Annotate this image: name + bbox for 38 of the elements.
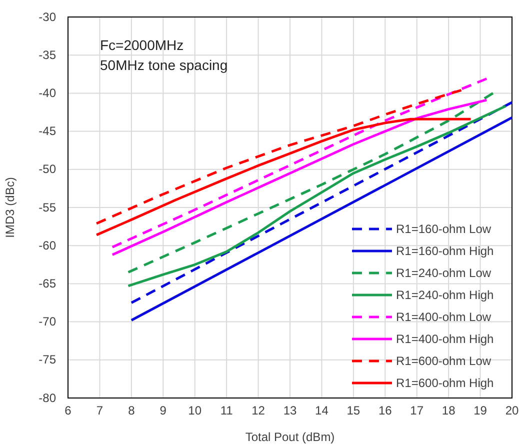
x-tick-label: 15 (346, 404, 360, 418)
x-tick-label: 18 (442, 404, 456, 418)
x-tick-label: 19 (474, 404, 488, 418)
x-tick-label: 9 (160, 404, 167, 418)
x-tick-label: 6 (64, 404, 72, 418)
y-tick-label: -70 (38, 314, 56, 329)
x-axis-title: Total Pout (dBm) (245, 430, 335, 444)
x-tick-label: 16 (378, 404, 392, 418)
x-tick-label: 20 (505, 404, 519, 418)
annotation: Fc=2000MHz (100, 37, 184, 53)
y-tick-label: -45 (38, 124, 56, 138)
legend-label: R1=160-ohm High (396, 244, 494, 258)
y-tick-label: -65 (38, 276, 56, 291)
legend-label: R1=400-ohm Low (396, 310, 492, 324)
y-tick-label: -55 (38, 200, 56, 214)
annotation: 50MHz tone spacing (100, 57, 228, 73)
x-tick-label: 12 (252, 404, 266, 418)
x-tick-label: 11 (220, 404, 234, 418)
y-tick-label: -30 (38, 10, 56, 24)
x-tick-label: 8 (128, 404, 136, 418)
legend-label: R1=600-ohm Low (396, 354, 492, 368)
legend-label: R1=160-ohm Low (396, 222, 492, 236)
x-tick-label: 14 (315, 404, 329, 418)
y-axis-title: IMD3 (dBc) (3, 177, 17, 238)
legend-label: R1=240-ohm High (396, 288, 494, 302)
legend-label: R1=240-ohm Low (396, 266, 492, 280)
y-tick-label: -50 (38, 162, 56, 176)
y-tick-label: -40 (38, 86, 56, 100)
y-tick-label: -80 (38, 390, 56, 405)
legend-label: R1=600-ohm High (396, 376, 494, 390)
x-tick-label: 7 (96, 404, 104, 418)
legend-label: R1=400-ohm High (396, 332, 494, 346)
x-tick-label: 10 (188, 404, 202, 418)
y-tick-label: -60 (38, 238, 56, 252)
y-tick-label: -75 (38, 352, 56, 367)
y-tick-label: -35 (38, 48, 56, 62)
x-tick-label: 17 (410, 404, 424, 418)
x-tick-label: 13 (283, 404, 297, 418)
